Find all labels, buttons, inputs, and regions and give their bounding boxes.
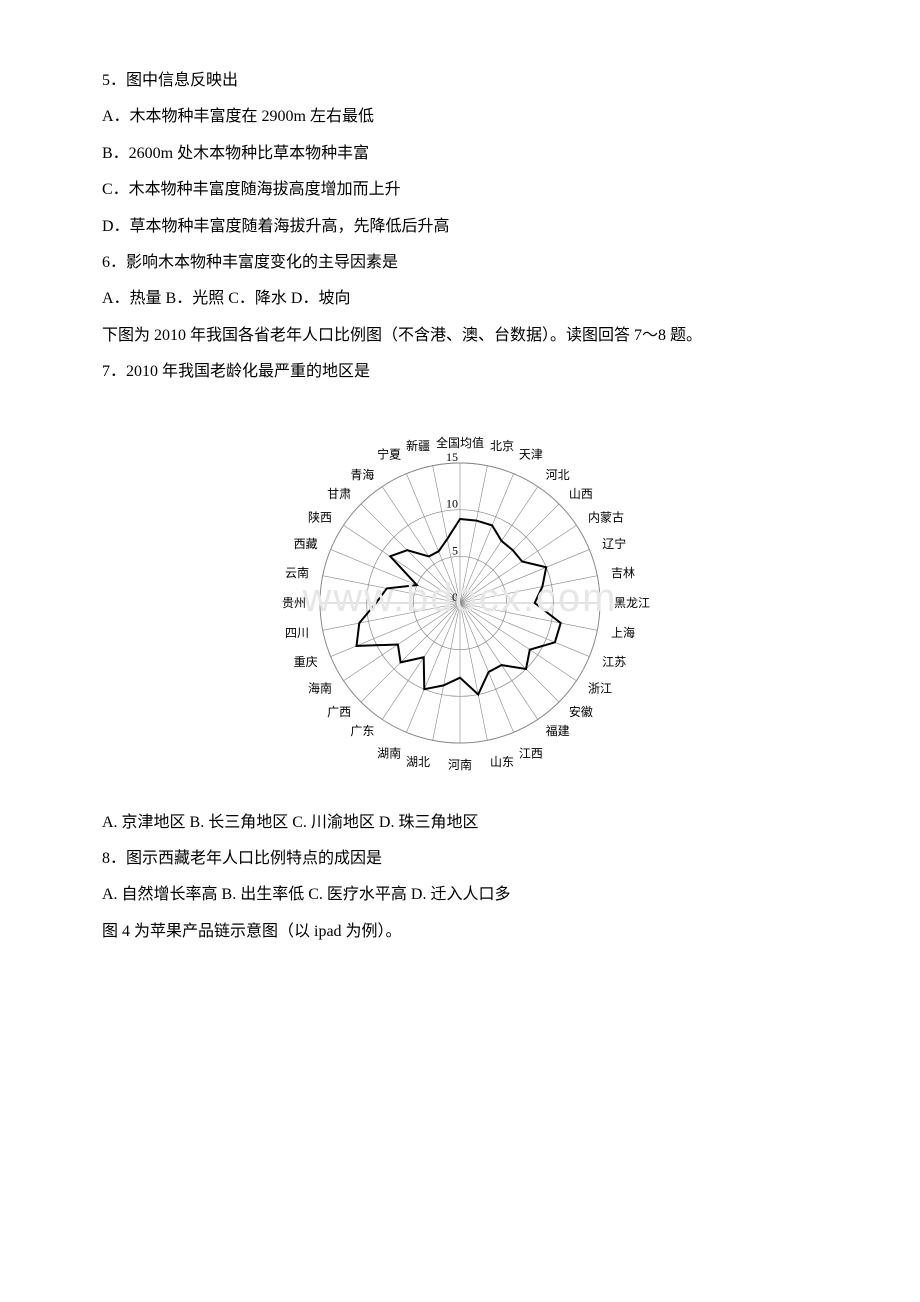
svg-text:湖北: 湖北 <box>406 754 430 769</box>
svg-text:宁夏: 宁夏 <box>377 446 401 461</box>
svg-text:新疆: 新疆 <box>406 438 430 453</box>
svg-text:河北: 河北 <box>546 468 570 482</box>
svg-text:江苏: 江苏 <box>602 654 626 668</box>
svg-text:山东: 山东 <box>490 755 514 769</box>
svg-text:15: 15 <box>446 450 458 464</box>
svg-text:河南: 河南 <box>448 757 472 772</box>
fig4-caption: 图 4 为苹果产品链示意图（以 ipad 为例）。 <box>70 917 850 947</box>
svg-text:浙江: 浙江 <box>588 681 612 695</box>
svg-text:海南: 海南 <box>308 680 332 695</box>
svg-text:全国均值: 全国均值 <box>436 435 484 450</box>
q5-opt-d: D．草本物种丰富度随着海拔升高，先降低后升高 <box>70 212 850 242</box>
q7-stem: 7．2010 年我国老龄化最严重的地区是 <box>70 357 850 387</box>
svg-text:吉林: 吉林 <box>611 566 635 580</box>
svg-text:黑龙江: 黑龙江 <box>614 596 650 610</box>
svg-text:广西: 广西 <box>327 704 351 718</box>
svg-text:上海: 上海 <box>611 625 635 640</box>
svg-text:辽宁: 辽宁 <box>602 536 626 551</box>
q5-opt-a: A．木本物种丰富度在 2900m 左右最低 <box>70 102 850 132</box>
intro-7-8: 下图为 2010 年我国各省老年人口比例图（不含港、澳、台数据）。读图回答 7～… <box>70 321 850 351</box>
svg-text:西藏: 西藏 <box>294 537 318 551</box>
q8-stem: 8．图示西藏老年人口比例特点的成因是 <box>70 844 850 874</box>
svg-text:天津: 天津 <box>519 447 543 461</box>
radar-svg: 0 5 10 15全国均值北京天津河北山西内蒙古辽宁吉林黑龙江上海江苏浙江安徽福建江西… <box>240 398 680 798</box>
svg-text:10: 10 <box>446 496 458 510</box>
q5-opt-c: C．木本物种丰富度随海拔高度增加而上升 <box>70 175 850 205</box>
svg-text:江西: 江西 <box>519 746 543 760</box>
svg-text:北京: 北京 <box>490 439 514 453</box>
svg-text:青海: 青海 <box>350 467 374 482</box>
svg-text:四川: 四川 <box>285 626 309 640</box>
svg-text:重庆: 重庆 <box>294 654 318 668</box>
svg-text:贵州: 贵州 <box>282 596 306 610</box>
q5-opt-b: B．2600m 处木本物种比草本物种丰富 <box>70 139 850 169</box>
svg-text:甘肃: 甘肃 <box>327 487 351 501</box>
svg-text:云南: 云南 <box>285 565 309 580</box>
q7-opts: A. 京津地区 B. 长三角地区 C. 川渝地区 D. 珠三角地区 <box>70 808 850 838</box>
q5-stem: 5．图中信息反映出 <box>70 66 850 96</box>
svg-text:湖南: 湖南 <box>377 745 401 760</box>
svg-text:山西: 山西 <box>569 487 593 501</box>
svg-text:5: 5 <box>452 543 458 557</box>
svg-text:陕西: 陕西 <box>308 509 332 524</box>
q6-opts: A．热量 B．光照 C．降水 D．坡向 <box>70 284 850 314</box>
svg-text:广东: 广东 <box>350 724 374 738</box>
q8-opts: A. 自然增长率高 B. 出生率低 C. 医疗水平高 D. 迁入人口多 <box>70 880 850 910</box>
svg-text:内蒙古: 内蒙古 <box>588 509 624 524</box>
svg-text:福建: 福建 <box>546 723 570 738</box>
svg-text:0: 0 <box>452 590 458 604</box>
radar-chart: www.bdocx.com 051015全国均值北京天津河北山西内蒙古辽宁吉林黑… <box>240 398 680 798</box>
svg-text:安徽: 安徽 <box>569 703 593 718</box>
q6-stem: 6．影响木本物种丰富度变化的主导因素是 <box>70 248 850 278</box>
